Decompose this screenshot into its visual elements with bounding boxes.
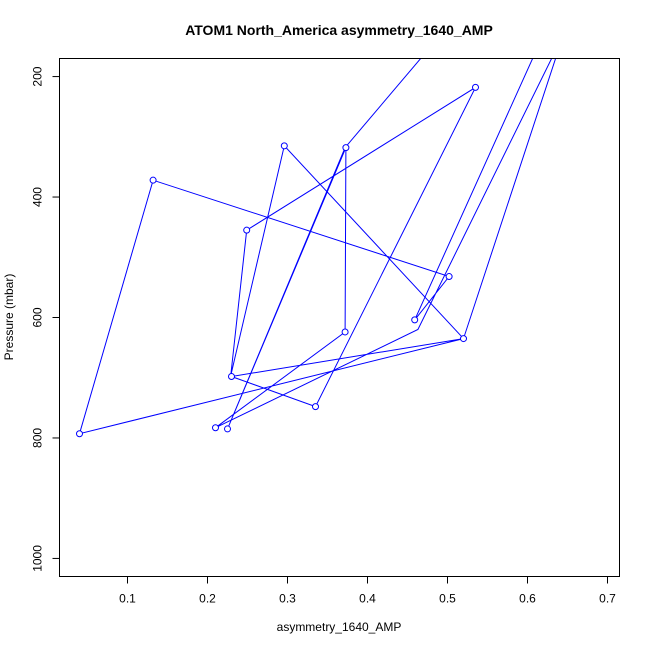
y-tick-label: 400 — [31, 187, 45, 207]
data-point — [445, 273, 453, 281]
series-line — [78, 58, 557, 435]
y-tick-label: 600 — [31, 307, 45, 327]
data-point — [212, 424, 219, 432]
plot-frame — [59, 58, 620, 577]
x-axis-label: asymmetry_1640_AMP — [277, 620, 402, 634]
data-point — [411, 316, 419, 324]
data-point — [341, 328, 349, 336]
plot-area — [76, 58, 557, 438]
y-axis-label: Pressure (mbar) — [2, 274, 16, 361]
data-point — [224, 425, 231, 433]
data-point — [312, 403, 319, 411]
y-tick-label: 800 — [31, 428, 45, 448]
x-axis: 0.1 0.2 0.3 0.4 0.5 0.6 0.7 — [119, 576, 616, 606]
data-point — [76, 430, 83, 438]
x-tick-label: 0.5 — [439, 592, 456, 606]
series-group — [76, 58, 557, 438]
y-axis: 200 400 600 800 1000 — [31, 66, 60, 572]
data-point — [243, 226, 251, 234]
y-tick-label: 1000 — [31, 545, 45, 572]
data-point — [149, 176, 157, 184]
x-tick-label: 0.2 — [199, 592, 216, 606]
y-tick-label: 200 — [31, 66, 45, 86]
chart-title: ATOM1 North_America asymmetry_1640_AMP — [185, 22, 493, 38]
data-point — [342, 144, 350, 152]
x-tick-label: 0.3 — [279, 592, 296, 606]
x-tick-label: 0.1 — [119, 592, 136, 606]
data-point — [472, 83, 479, 91]
x-tick-label: 0.4 — [359, 592, 376, 606]
x-tick-label: 0.6 — [519, 592, 536, 606]
data-point — [228, 373, 235, 381]
data-point — [460, 335, 467, 343]
data-point — [280, 142, 288, 150]
x-tick-label: 0.7 — [599, 592, 616, 606]
